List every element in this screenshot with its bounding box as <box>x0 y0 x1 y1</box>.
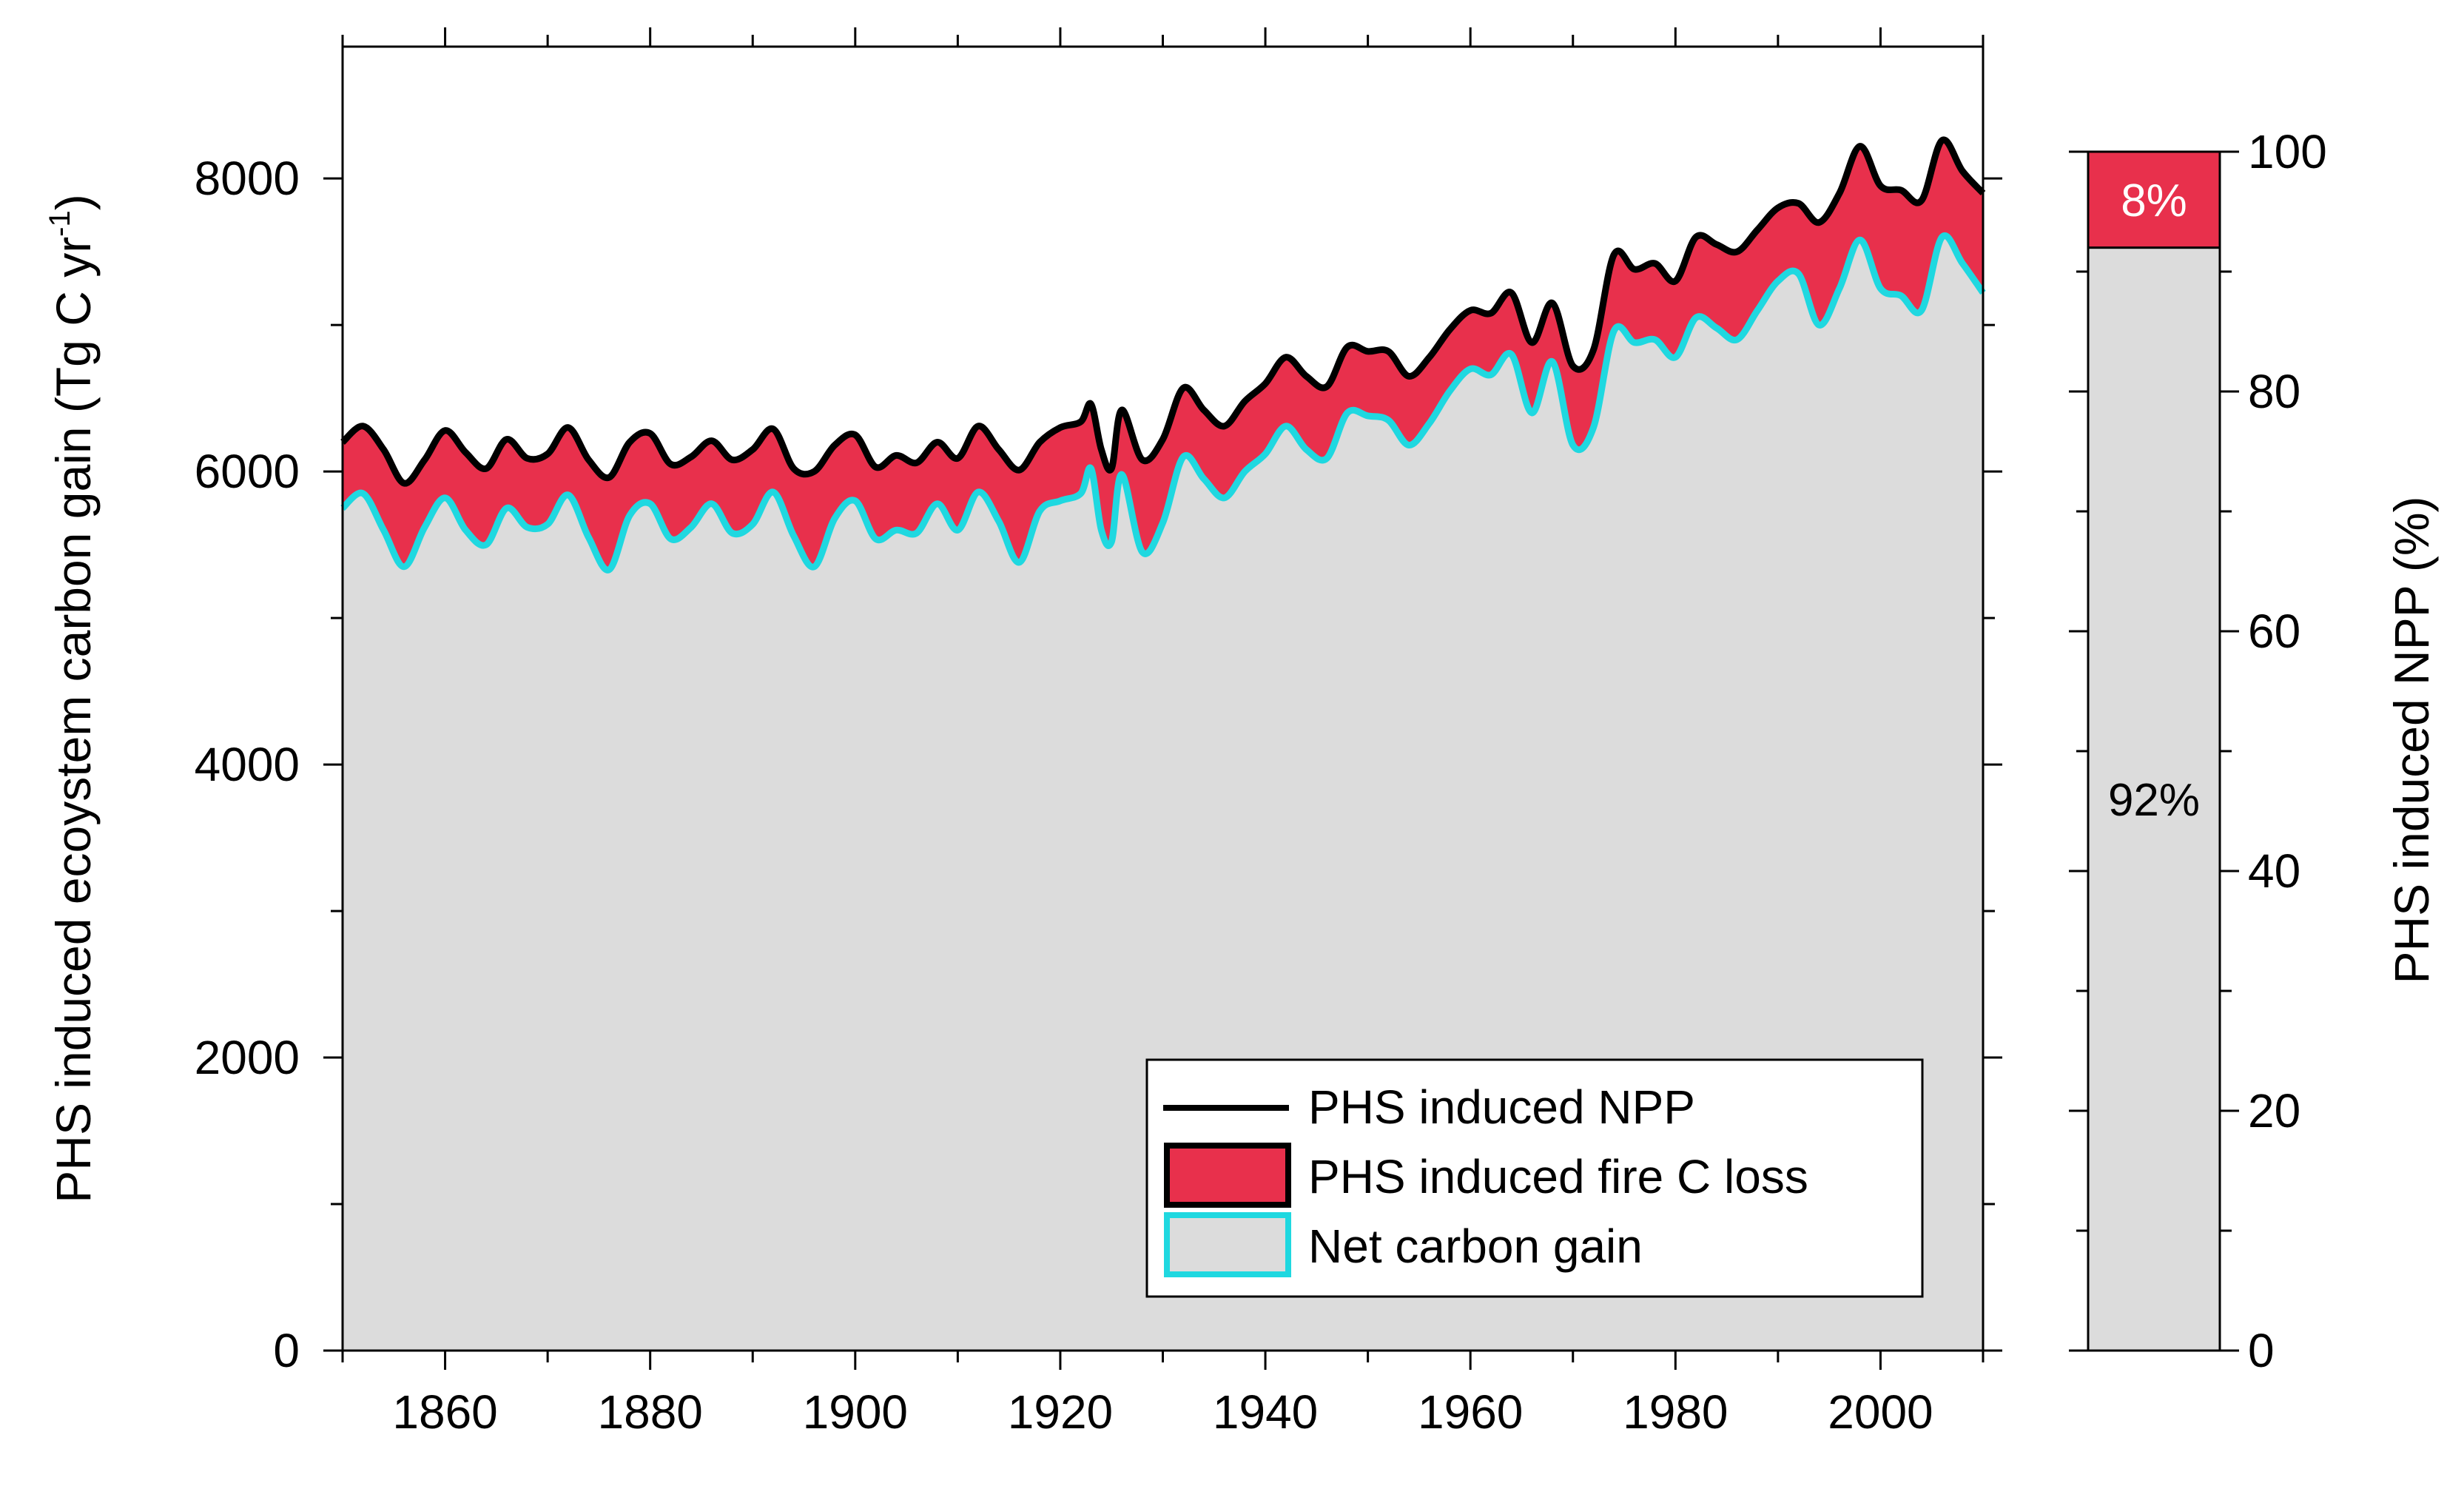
y-axis-label-superscript: -1 <box>44 210 76 237</box>
bar-plot: 92% 8% 0 20 40 60 80 100 PHS induced NPP (%) <box>2069 125 2439 1377</box>
bar-tick-label: 40 <box>2248 844 2300 898</box>
bar-fire-label: 8% <box>2121 175 2187 226</box>
y-tick-label: 6000 <box>195 445 300 498</box>
legend: PHS induced NPP PHS induced fire C loss … <box>1145 1058 1924 1298</box>
legend-label-fire: PHS induced fire C loss <box>1308 1150 1808 1203</box>
legend-net-swatch <box>1164 1212 1291 1277</box>
bar-fire-c-loss <box>2087 150 2221 249</box>
bar-y-axis-label: PHS induced NPP (%) <box>2384 496 2439 984</box>
legend-label-npp: PHS induced NPP <box>1308 1080 1695 1134</box>
y-axis-label-main: PHS induced ecoystem carbon gain (Tg C y… <box>46 237 101 1203</box>
x-tick-label: 1960 <box>1418 1385 1523 1439</box>
bar-tick-label: 60 <box>2248 605 2300 658</box>
npp-line <box>340 136 1986 487</box>
y-tick-label: 8000 <box>195 152 300 205</box>
legend-label-net: Net carbon gain <box>1308 1220 1643 1273</box>
bar-axis-ticks: 0 20 40 60 80 100 <box>2069 125 2327 1377</box>
bar-net-label: 92% <box>2108 775 2200 826</box>
y-axis-label: PHS induced ecoystem carbon gain (Tg C y… <box>44 194 101 1203</box>
net-carbon-gain-line <box>340 232 1986 574</box>
y-tick-label: 2000 <box>195 1031 300 1084</box>
bar-tick-label: 0 <box>2248 1324 2275 1377</box>
y-axis-label-close: ) <box>46 194 101 210</box>
legend-fire-swatch <box>1164 1143 1291 1208</box>
bar-tick-label: 80 <box>2248 365 2300 418</box>
bar-net-carbon-gain <box>2087 246 2221 1352</box>
x-tick-label: 1860 <box>392 1385 497 1439</box>
x-tick-label: 1920 <box>1008 1385 1113 1439</box>
main-axis-ticks: 1860 1880 1900 1920 1940 1960 1980 2000 0 2000 400… <box>195 27 2002 1439</box>
x-tick-label: 1940 <box>1213 1385 1318 1439</box>
x-tick-label: 2000 <box>1828 1385 1933 1439</box>
x-tick-label: 1900 <box>803 1385 908 1439</box>
x-tick-label: 1880 <box>598 1385 703 1439</box>
bar-tick-label: 100 <box>2248 125 2327 178</box>
y-tick-label: 4000 <box>195 738 300 791</box>
bar-tick-label: 20 <box>2248 1084 2300 1137</box>
fire-c-loss-area <box>343 139 1983 571</box>
y-tick-label: 0 <box>273 1324 300 1377</box>
x-tick-label: 1980 <box>1623 1385 1728 1439</box>
